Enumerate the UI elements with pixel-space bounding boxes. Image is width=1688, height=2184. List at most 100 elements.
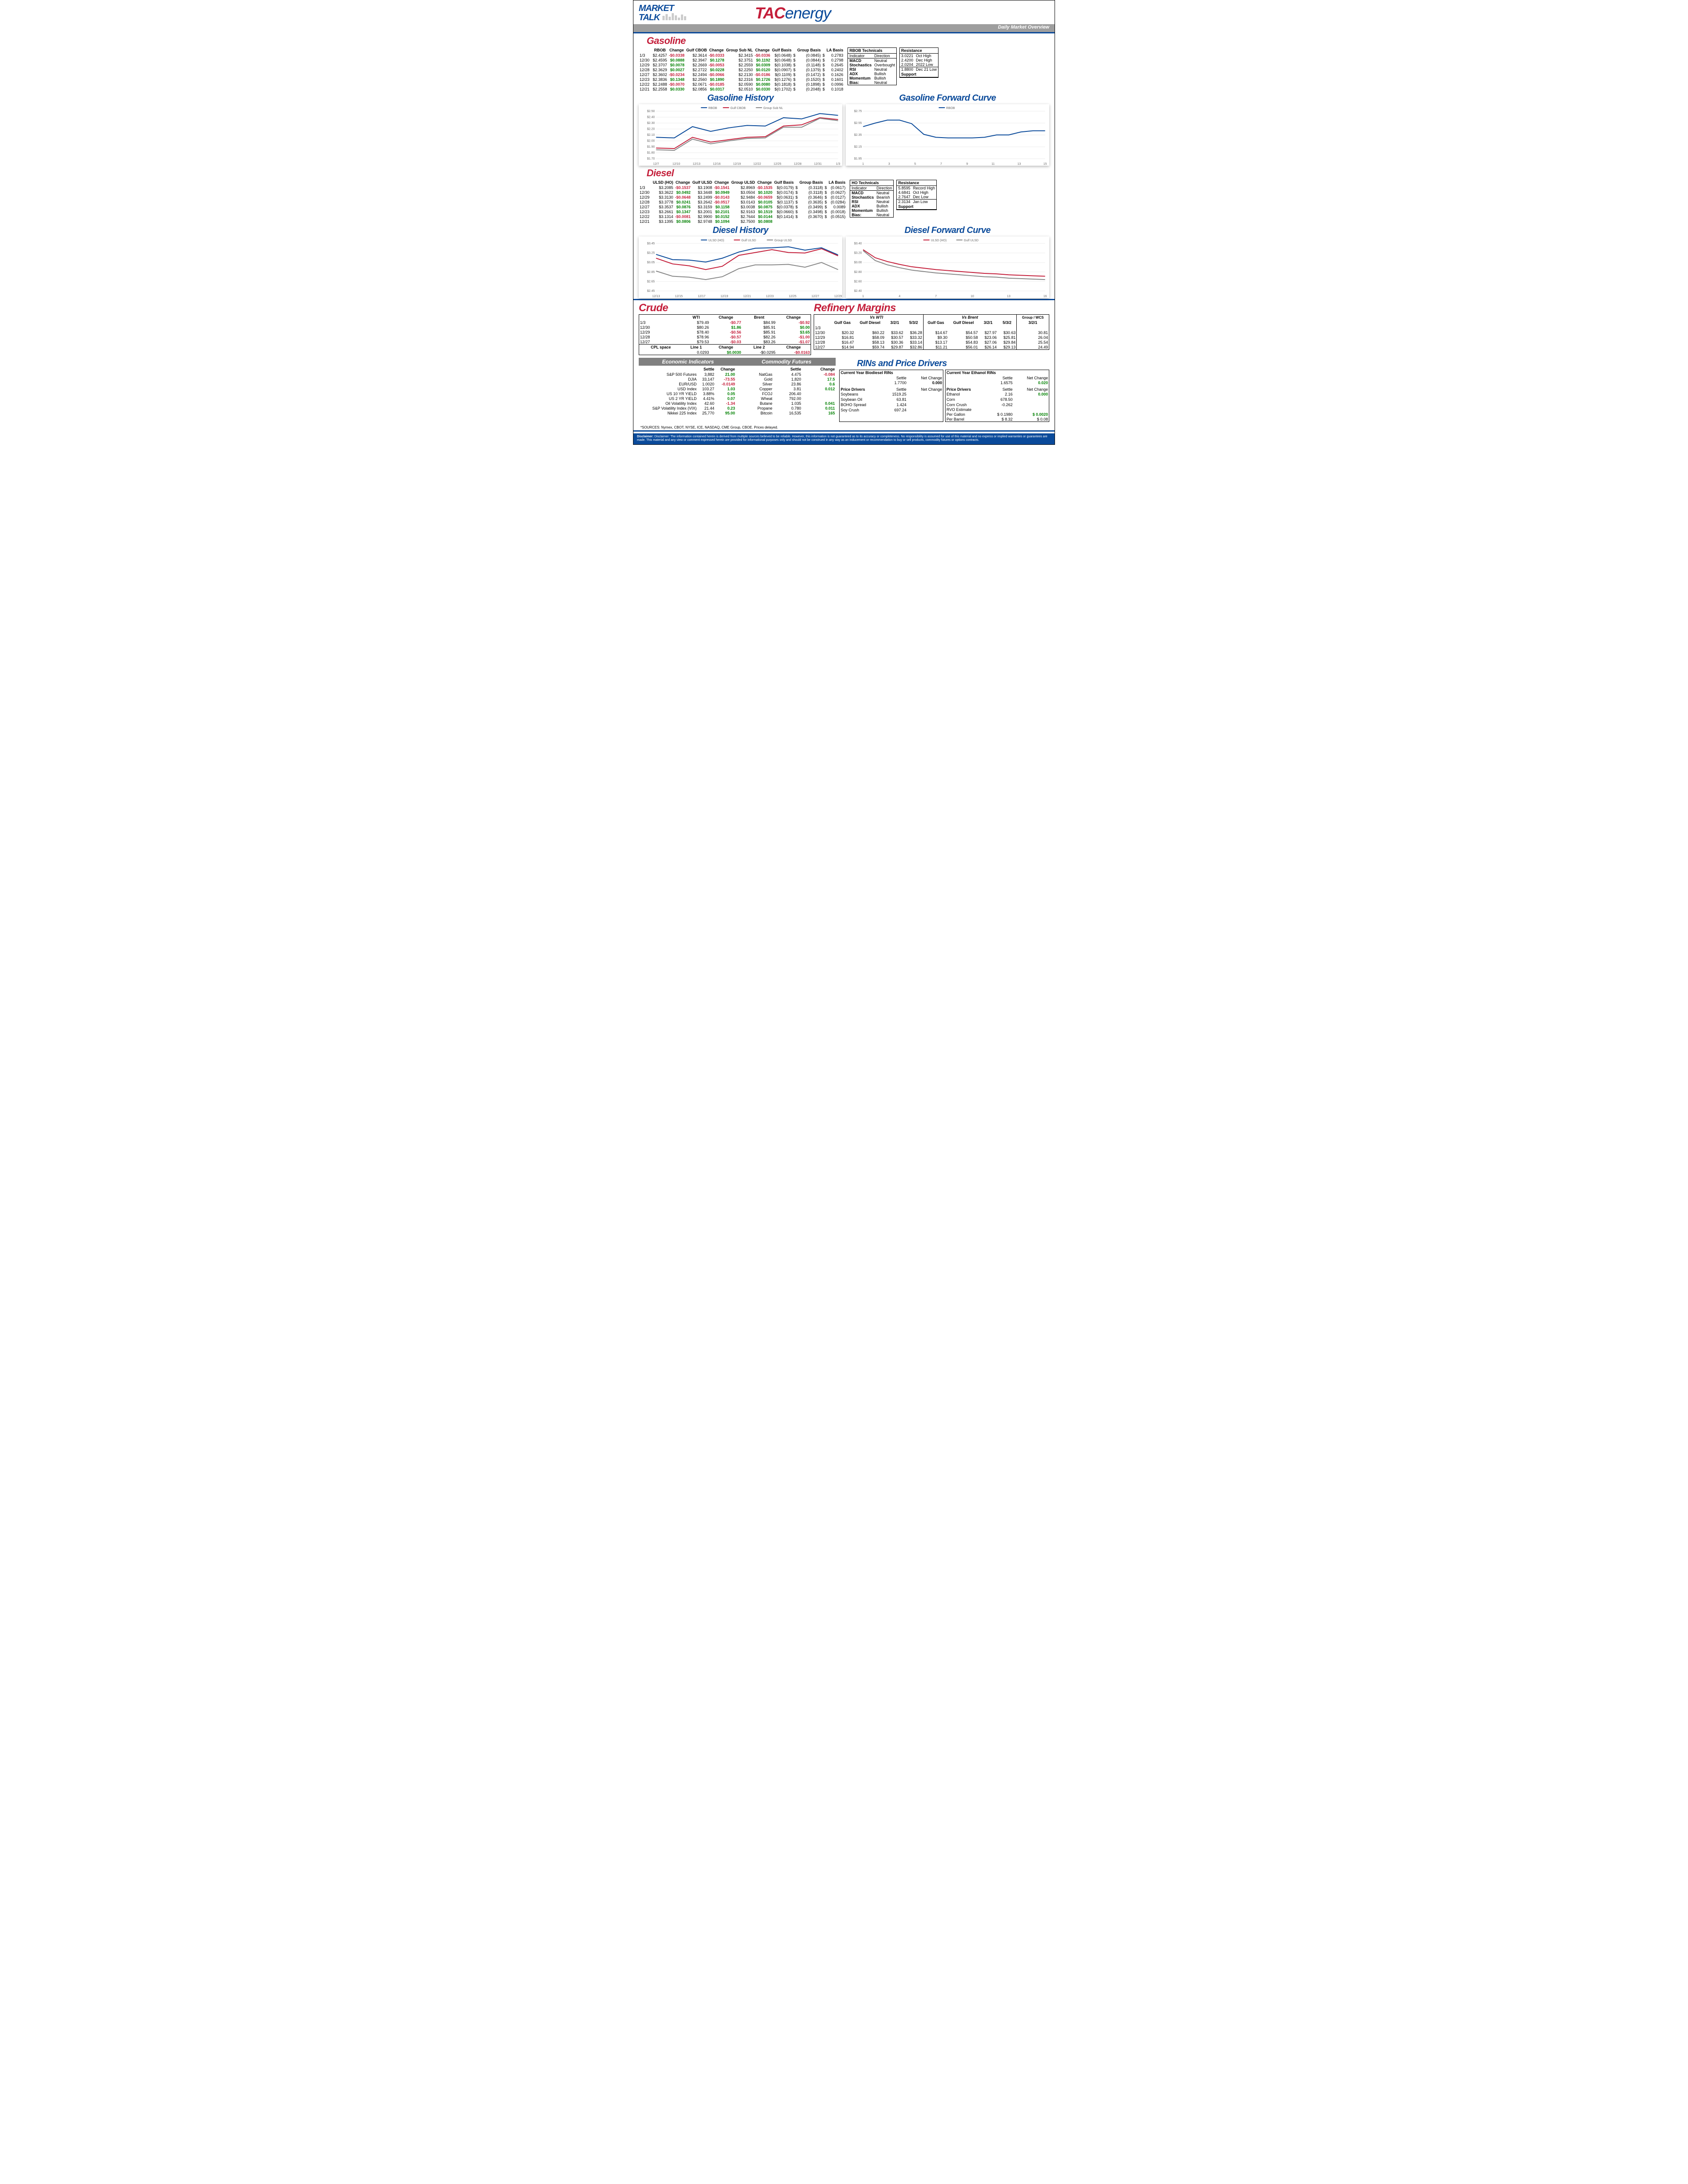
diesel-history-title: Diesel History bbox=[639, 225, 842, 236]
divider-blue bbox=[633, 299, 1055, 300]
disclaimer-text: Disclaimer: The information contained he… bbox=[637, 435, 1048, 442]
divider-blue-2 bbox=[633, 430, 1055, 432]
overview-bar: Daily Market Overview bbox=[633, 24, 1055, 32]
svg-text:$2.45: $2.45 bbox=[647, 290, 655, 293]
margins-box: Vs WTIVs BrentGroup / WCSGulf GasGulf Di… bbox=[814, 314, 1049, 350]
svg-text:1: 1 bbox=[862, 163, 864, 166]
svg-text:12/25: 12/25 bbox=[774, 163, 782, 166]
svg-text:12/27: 12/27 bbox=[811, 295, 819, 298]
econ-header: Economic Indicators bbox=[639, 358, 737, 366]
bars-icon bbox=[662, 12, 693, 22]
svg-text:ULSD (HO): ULSD (HO) bbox=[709, 239, 724, 242]
diesel-table: ULSD (HO)ChangeGulf ULSDChangeGroup ULSD… bbox=[639, 180, 848, 224]
diesel-charts: Diesel History $2.45$2.65$2.85$3.05$3.25… bbox=[639, 225, 1049, 298]
svg-text:ULSD (HO): ULSD (HO) bbox=[931, 239, 947, 242]
overview-label: Daily Market Overview bbox=[998, 25, 1049, 30]
svg-text:4: 4 bbox=[899, 295, 900, 298]
svg-text:$2.40: $2.40 bbox=[854, 290, 862, 293]
svg-text:Gulf CBOB: Gulf CBOB bbox=[731, 107, 746, 110]
svg-text:16: 16 bbox=[1044, 295, 1047, 298]
gasoline-forward-title: Gasoline Forward Curve bbox=[846, 93, 1049, 103]
svg-text:$3.05: $3.05 bbox=[647, 261, 655, 264]
market-talk-line1: MARKET bbox=[639, 4, 674, 13]
svg-text:$1.80: $1.80 bbox=[647, 152, 655, 155]
svg-text:$2.15: $2.15 bbox=[854, 145, 862, 149]
svg-text:12/10: 12/10 bbox=[673, 163, 680, 166]
svg-text:$3.20: $3.20 bbox=[854, 252, 862, 255]
svg-text:RBOB: RBOB bbox=[946, 107, 955, 110]
svg-text:9: 9 bbox=[966, 163, 968, 166]
svg-text:$3.00: $3.00 bbox=[854, 261, 862, 264]
svg-text:$3.45: $3.45 bbox=[647, 242, 655, 245]
svg-text:12/17: 12/17 bbox=[698, 295, 706, 298]
rins-title: RINs and Price Drivers bbox=[857, 359, 1049, 369]
svg-text:1: 1 bbox=[862, 295, 864, 298]
svg-text:$2.40: $2.40 bbox=[647, 116, 655, 119]
svg-text:Gulf ULSD: Gulf ULSD bbox=[742, 239, 756, 242]
crude-margins-row: Crude WTIChangeBrentChange1/3$79.49-$0.7… bbox=[639, 302, 1049, 355]
svg-text:Gulf ULSD: Gulf ULSD bbox=[964, 239, 979, 242]
diesel-title: Diesel bbox=[647, 167, 1049, 179]
svg-text:13: 13 bbox=[1007, 295, 1011, 298]
gasoline-resistance-box: Resistance3.0221Oct High2.4200Dec High2.… bbox=[899, 47, 939, 78]
gasoline-data-row: RBOBChangeGulf CBOBChangeGroup Sub NLCha… bbox=[639, 47, 1049, 91]
rins-boxes: Current Year Biodiesel RINsSettleNet Cha… bbox=[839, 370, 1049, 422]
svg-text:12/22: 12/22 bbox=[753, 163, 761, 166]
svg-text:$2.30: $2.30 bbox=[647, 122, 655, 125]
svg-text:$2.65: $2.65 bbox=[647, 280, 655, 283]
svg-text:12/15: 12/15 bbox=[675, 295, 683, 298]
tac-red: TAC bbox=[755, 4, 785, 22]
svg-text:12/23: 12/23 bbox=[766, 295, 774, 298]
gasoline-table: RBOBChangeGulf CBOBChangeGroup Sub NLCha… bbox=[639, 47, 846, 91]
disclaimer: Disclaimer: Disclaimer: The information … bbox=[633, 433, 1055, 444]
svg-text:$2.35: $2.35 bbox=[854, 134, 862, 137]
diesel-data-row: ULSD (HO)ChangeGulf ULSDChangeGroup ULSD… bbox=[639, 180, 1049, 224]
svg-text:12/28: 12/28 bbox=[794, 163, 802, 166]
svg-text:$1.70: $1.70 bbox=[647, 157, 655, 160]
gasoline-title: Gasoline bbox=[647, 35, 1049, 47]
svg-text:7: 7 bbox=[935, 295, 937, 298]
svg-text:Group ULSD: Group ULSD bbox=[775, 239, 792, 242]
svg-text:$1.95: $1.95 bbox=[854, 157, 862, 160]
svg-text:$2.20: $2.20 bbox=[647, 128, 655, 131]
diesel-forward-chart: $2.40 $2.60 $2.80 $3.00 $3.20 $3.40 1 4 7 10 13 16 U… bbox=[846, 236, 1049, 298]
svg-text:$2.10: $2.10 bbox=[647, 134, 655, 137]
svg-text:12/31: 12/31 bbox=[814, 163, 822, 166]
market-talk-logo: MARKET TALK bbox=[639, 5, 693, 22]
svg-text:10: 10 bbox=[971, 295, 974, 298]
gasoline-history-chart: $1.70$1.80$1.90$2.00$2.10$2.20$2.30$2.40… bbox=[639, 104, 842, 166]
svg-text:$3.40: $3.40 bbox=[854, 242, 862, 245]
svg-text:$2.80: $2.80 bbox=[854, 271, 862, 274]
svg-text:12/13: 12/13 bbox=[693, 163, 701, 166]
market-talk-line2: TALK bbox=[639, 13, 660, 22]
gasoline-forward-chart: $1.95$2.15$2.35$2.55$2.7513579111315RBOB bbox=[846, 104, 1049, 166]
margins-title: Refinery Margins bbox=[814, 302, 1049, 314]
svg-text:12/7: 12/7 bbox=[653, 163, 659, 166]
gasoline-charts: Gasoline History $1.70$1.80$1.90$2.00$2.… bbox=[639, 92, 1049, 166]
lower-row: Economic Indicators Commodity Futures Se… bbox=[639, 358, 1049, 422]
commod-header: Commodity Futures bbox=[737, 358, 836, 366]
diesel-resistance-box: Resistance5.8595Record High4.6841Oct Hig… bbox=[896, 180, 937, 210]
sources: *SOURCES: Nymex, CBOT, NYSE, ICE, NASDAQ… bbox=[640, 425, 1049, 429]
svg-text:3: 3 bbox=[888, 163, 890, 166]
svg-text:$2.60: $2.60 bbox=[854, 280, 862, 283]
crude-title: Crude bbox=[639, 302, 811, 314]
svg-text:Group Sub NL: Group Sub NL bbox=[764, 107, 783, 110]
svg-text:$2.00: $2.00 bbox=[647, 140, 655, 143]
svg-text:$2.55: $2.55 bbox=[854, 122, 862, 125]
svg-text:15: 15 bbox=[1044, 163, 1047, 166]
crude-box: WTIChangeBrentChange1/3$79.49-$0.77$84.9… bbox=[639, 314, 811, 355]
gasoline-history-title: Gasoline History bbox=[639, 93, 842, 103]
svg-text:12/19: 12/19 bbox=[720, 295, 728, 298]
svg-text:12/21: 12/21 bbox=[743, 295, 751, 298]
svg-text:12/19: 12/19 bbox=[733, 163, 741, 166]
svg-text:12/16: 12/16 bbox=[713, 163, 721, 166]
diesel-forward-title: Diesel Forward Curve bbox=[846, 225, 1049, 236]
econ-table: SettleChangeS&P 500 Futures3,88221.00DJI… bbox=[639, 367, 736, 415]
svg-text:$2.50: $2.50 bbox=[647, 110, 655, 113]
svg-text:12/13: 12/13 bbox=[652, 295, 660, 298]
commod-table: SettleChangeNatGas4.475-0.084Gold1,82017… bbox=[738, 367, 836, 415]
diesel-history-chart: $2.45$2.65$2.85$3.05$3.25$3.4512/1312/15… bbox=[639, 236, 842, 298]
svg-text:$3.25: $3.25 bbox=[647, 252, 655, 255]
tac-blue: energy bbox=[785, 4, 831, 22]
